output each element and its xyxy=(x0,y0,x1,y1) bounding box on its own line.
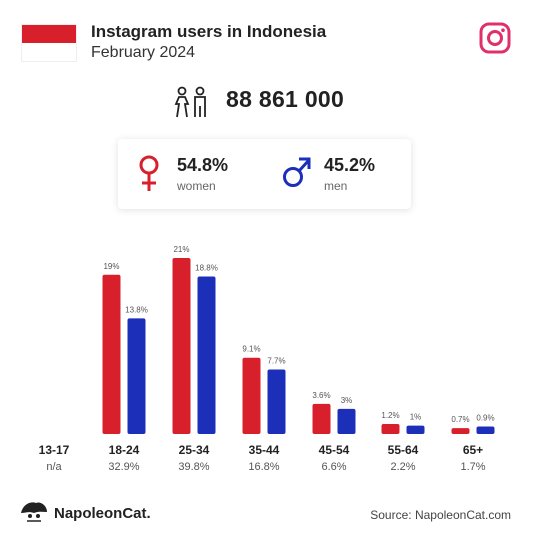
women-bar-45-54 xyxy=(312,403,331,434)
women-bar-18-24 xyxy=(102,274,121,434)
chart-subtitle: February 2024 xyxy=(91,44,196,61)
women-value-label: 19% xyxy=(103,262,119,271)
men-bar-35-44 xyxy=(267,369,286,434)
indonesia-flag-icon xyxy=(21,24,77,62)
age-group-total: 2.2% xyxy=(390,461,415,473)
age-group-total: 6.6% xyxy=(321,461,346,473)
men-value-label: 7.7% xyxy=(267,356,285,365)
age-group-label: 65+ xyxy=(463,443,483,457)
women-bar-25-34 xyxy=(172,258,191,434)
male-icon xyxy=(283,157,311,187)
age-gender-bar-chart: 13-17 n/a 19% 13.8% 18-24 32.9% 21% 18.8% 25-34 3… xyxy=(39,245,495,473)
women-value-label: 21% xyxy=(173,245,189,254)
age-group-total: 1.7% xyxy=(460,461,485,473)
women-bar-55-64 xyxy=(381,423,400,434)
women-percentage: 54.8% xyxy=(177,155,229,175)
female-icon xyxy=(139,155,159,191)
age-group-total: 16.8% xyxy=(248,461,279,473)
age-group-total: 32.9% xyxy=(108,461,139,473)
women-value-label: 1.2% xyxy=(381,411,399,420)
women-bar-65+ xyxy=(451,428,470,434)
age-group-label: 18-24 xyxy=(109,443,140,457)
age-group-label: 45-54 xyxy=(319,443,350,457)
women-label: women xyxy=(177,179,216,193)
men-value-label: 1% xyxy=(410,413,422,422)
women-value-label: 9.1% xyxy=(242,345,260,354)
chart-title: Instagram users in Indonesia xyxy=(91,22,327,41)
source-text: Source: NapoleonCat.com xyxy=(370,508,511,522)
men-bar-18-24 xyxy=(127,318,146,434)
men-bar-45-54 xyxy=(337,408,356,434)
men-value-label: 18.8% xyxy=(195,263,218,272)
brand-name: NapoleonCat. xyxy=(54,505,151,522)
men-bar-55-64 xyxy=(406,425,425,434)
total-users: 88 861 000 xyxy=(226,86,345,112)
women-value-label: 0.7% xyxy=(451,415,469,424)
age-group-total: n/a xyxy=(46,461,62,473)
men-value-label: 3% xyxy=(341,396,353,405)
age-group-label: 55-64 xyxy=(388,443,419,457)
age-group-label: 25-34 xyxy=(179,443,210,457)
men-value-label: 13.8% xyxy=(125,305,148,314)
users-icon xyxy=(174,86,206,118)
age-group-label: 13-17 xyxy=(39,443,70,457)
age-group-label: 35-44 xyxy=(249,443,280,457)
men-bar-25-34 xyxy=(197,276,216,434)
men-percentage: 45.2% xyxy=(324,155,376,175)
women-value-label: 3.6% xyxy=(312,391,330,400)
gender-card: 54.8% women 45.2% men xyxy=(118,139,411,209)
instagram-icon xyxy=(479,22,511,54)
men-value-label: 0.9% xyxy=(476,413,494,422)
napoleoncat-logo-icon xyxy=(21,502,47,522)
men-bar-65+ xyxy=(476,426,495,434)
men-label: men xyxy=(324,179,348,193)
age-group-total: 39.8% xyxy=(178,461,209,473)
women-bar-35-44 xyxy=(242,357,261,434)
